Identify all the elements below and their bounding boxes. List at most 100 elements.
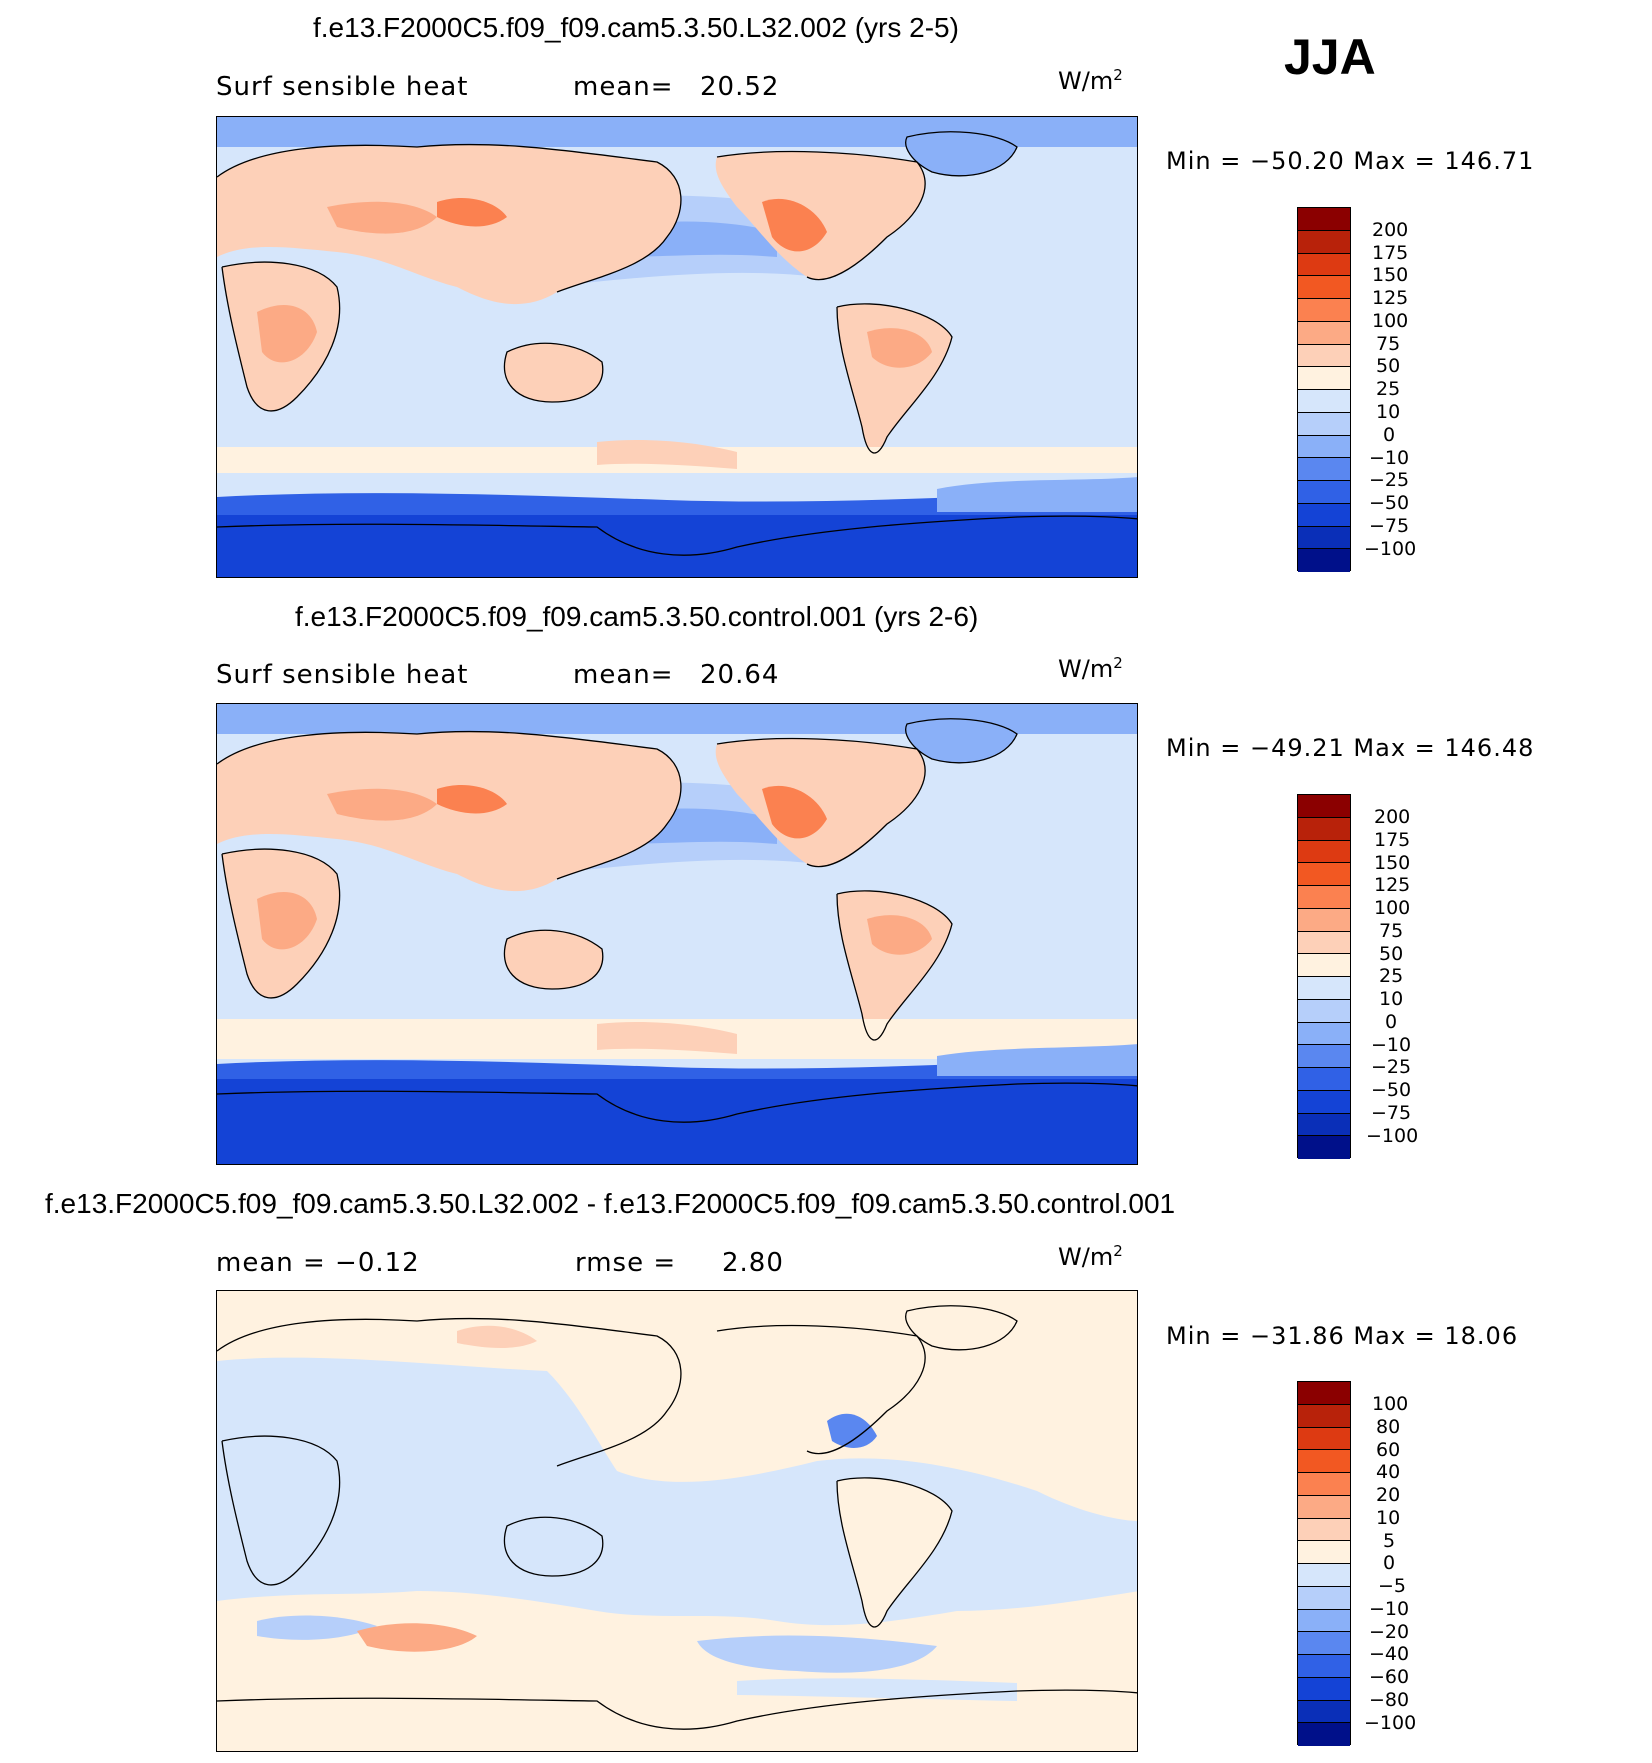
- colorbar-swatch: [1298, 1564, 1350, 1587]
- panel-3-units: W/m2: [1058, 1242, 1123, 1271]
- colorbar-label: 60: [1376, 1439, 1401, 1461]
- colorbar-swatch: [1298, 299, 1350, 322]
- colorbar-swatch: [1298, 1495, 1350, 1519]
- panel-3-colorbar: [1297, 1381, 1351, 1746]
- units-exponent: 2: [1113, 66, 1123, 84]
- colorbar-swatch: [1298, 931, 1350, 955]
- colorbar-swatch: [1298, 1382, 1350, 1405]
- colorbar-swatch: [1298, 999, 1350, 1023]
- panel-2-units: W/m2: [1058, 654, 1123, 683]
- colorbar-label: −5: [1378, 1575, 1407, 1597]
- colorbar-swatch: [1298, 1586, 1350, 1610]
- colorbar-label: 150: [1374, 852, 1411, 874]
- colorbar-swatch: [1298, 863, 1350, 886]
- colorbar-label: −20: [1369, 1621, 1410, 1643]
- colorbar-swatch: [1298, 1090, 1350, 1114]
- panel-1-map-svg: [217, 117, 1137, 577]
- panel-2-map: [216, 703, 1138, 1165]
- colorbar-swatch: [1298, 526, 1350, 550]
- colorbar-label: 125: [1374, 874, 1411, 896]
- colorbar-label: −50: [1369, 492, 1410, 514]
- colorbar-swatch: [1298, 954, 1350, 977]
- colorbar-label: 100: [1372, 1393, 1409, 1415]
- colorbar-swatch: [1298, 390, 1350, 413]
- colorbar-swatch: [1298, 1427, 1350, 1451]
- units-exponent: 2: [1113, 1242, 1123, 1260]
- colorbar-label: 100: [1374, 897, 1411, 919]
- colorbar-swatch: [1298, 1113, 1350, 1137]
- colorbar-label: −40: [1369, 1643, 1410, 1665]
- panel-3-stat-label: rmse =: [575, 1248, 677, 1278]
- units-exponent: 2: [1113, 654, 1123, 672]
- panel-2-variable-label: Surf sensible heat: [216, 660, 469, 690]
- panel-3-title: f.e13.F2000C5.f09_f09.cam5.3.50.L32.002 …: [45, 1188, 1176, 1219]
- colorbar-label: 175: [1374, 829, 1411, 851]
- colorbar-swatch: [1298, 1518, 1350, 1542]
- panel-3-map-svg: [217, 1291, 1137, 1751]
- panel-2-colorbar: [1297, 794, 1351, 1159]
- colorbar-swatch: [1298, 412, 1350, 436]
- season-label: JJA: [1284, 29, 1376, 85]
- colorbar-label: 50: [1379, 943, 1404, 965]
- colorbar-swatch: [1298, 321, 1350, 345]
- colorbar-swatch: [1298, 276, 1350, 299]
- colorbar-label: −25: [1369, 469, 1410, 491]
- colorbar-label: −75: [1371, 1102, 1412, 1124]
- colorbar-swatch: [1298, 908, 1350, 932]
- colorbar-swatch: [1298, 1541, 1350, 1564]
- colorbar-label: 80: [1376, 1416, 1401, 1438]
- colorbar-label: 20: [1376, 1484, 1401, 1506]
- colorbar-label: −10: [1369, 1598, 1410, 1620]
- colorbar-label: −100: [1364, 1712, 1417, 1734]
- colorbar-label: −100: [1366, 1125, 1419, 1147]
- panel-3-map: [216, 1290, 1138, 1752]
- colorbar-swatch: [1298, 1404, 1350, 1428]
- panel-1-units: W/m2: [1058, 66, 1123, 95]
- colorbar-swatch: [1298, 458, 1350, 481]
- colorbar-label: 40: [1376, 1461, 1401, 1483]
- panel-1-stat-label: mean=: [573, 72, 674, 102]
- panel-3-stat-value: 2.80: [722, 1248, 784, 1278]
- colorbar-swatch: [1298, 1068, 1350, 1091]
- panel-1-map: [216, 116, 1138, 578]
- colorbar-label: 75: [1376, 333, 1401, 355]
- colorbar-swatch: [1298, 977, 1350, 1000]
- panel-1-title: f.e13.F2000C5.f09_f09.cam5.3.50.L32.002 …: [313, 12, 959, 43]
- colorbar-swatch: [1298, 344, 1350, 368]
- colorbar-swatch: [1298, 253, 1350, 277]
- colorbar-label: 25: [1379, 965, 1404, 987]
- colorbar-swatch: [1298, 1473, 1350, 1496]
- colorbar-label: 125: [1372, 287, 1409, 309]
- colorbar-label: 5: [1383, 1530, 1396, 1552]
- units-base: W/m: [1058, 67, 1114, 95]
- colorbar-label: 50: [1376, 355, 1401, 377]
- colorbar-label: −25: [1371, 1056, 1412, 1078]
- panel-2-stat-label: mean=: [573, 660, 674, 690]
- panel-3-minmax: Min = −31.86 Max = 18.06: [1166, 1322, 1519, 1350]
- colorbar-label: 0: [1383, 1552, 1396, 1574]
- panel-2-minmax: Min = −49.21 Max = 146.48: [1166, 734, 1535, 762]
- colorbar-swatch: [1298, 1450, 1350, 1473]
- colorbar-label: 200: [1372, 219, 1409, 241]
- panel-2-stat-value: 20.64: [700, 660, 780, 690]
- panel-1-minmax: Min = −50.20 Max = 146.71: [1166, 147, 1535, 175]
- colorbar-swatch: [1298, 481, 1350, 504]
- colorbar-swatch: [1298, 230, 1350, 254]
- colorbar-label: −80: [1369, 1689, 1410, 1711]
- panel-2-title: f.e13.F2000C5.f09_f09.cam5.3.50.control.…: [295, 601, 979, 632]
- colorbar-swatch: [1298, 840, 1350, 864]
- colorbar-swatch: [1298, 1022, 1350, 1046]
- colorbar-label: −75: [1369, 515, 1410, 537]
- colorbar-swatch: [1298, 367, 1350, 390]
- colorbar-label: −10: [1369, 447, 1410, 469]
- colorbar-swatch: [1298, 1655, 1350, 1678]
- colorbar-swatch: [1298, 886, 1350, 909]
- panel-1-variable-label: Surf sensible heat: [216, 72, 469, 102]
- colorbar-label: 100: [1372, 310, 1409, 332]
- colorbar-label: 75: [1379, 920, 1404, 942]
- colorbar-label: 200: [1374, 806, 1411, 828]
- colorbar-swatch: [1298, 1700, 1350, 1724]
- colorbar-label: 10: [1379, 988, 1404, 1010]
- colorbar-label: 10: [1376, 401, 1401, 423]
- colorbar-swatch: [1298, 1632, 1350, 1655]
